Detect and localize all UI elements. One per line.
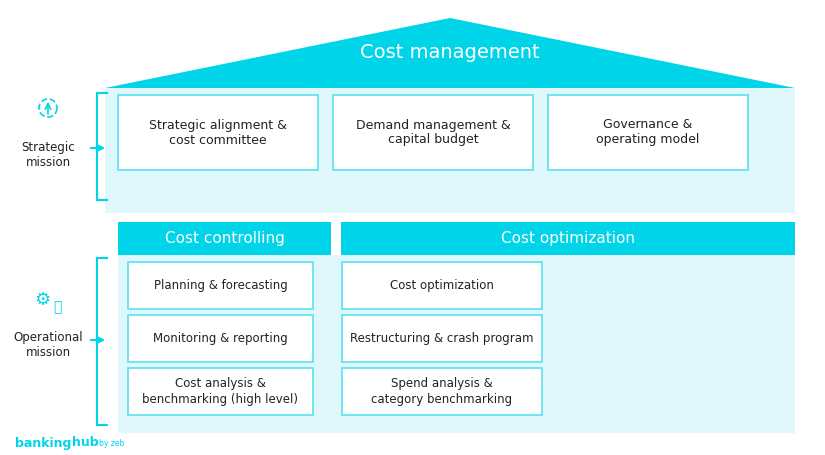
Text: banking: banking — [15, 436, 72, 450]
FancyBboxPatch shape — [105, 88, 795, 213]
Text: by zeb: by zeb — [99, 440, 125, 449]
Text: Operational
mission: Operational mission — [13, 331, 83, 359]
Text: Cost analysis &
benchmarking (high level): Cost analysis & benchmarking (high level… — [143, 378, 299, 405]
Text: Demand management &
capital budget: Demand management & capital budget — [356, 118, 511, 147]
FancyBboxPatch shape — [342, 368, 542, 415]
FancyBboxPatch shape — [128, 368, 313, 415]
FancyBboxPatch shape — [128, 262, 313, 309]
Text: Strategic alignment &
cost committee: Strategic alignment & cost committee — [149, 118, 287, 147]
Text: Strategic
mission: Strategic mission — [21, 141, 75, 169]
FancyBboxPatch shape — [118, 95, 318, 170]
Text: hub: hub — [72, 436, 99, 450]
Polygon shape — [105, 18, 795, 88]
FancyBboxPatch shape — [118, 255, 795, 433]
Text: Cost optimization: Cost optimization — [390, 279, 494, 292]
FancyBboxPatch shape — [341, 222, 795, 255]
Text: Spend analysis &
category benchmarking: Spend analysis & category benchmarking — [371, 378, 512, 405]
Text: Restructuring & crash program: Restructuring & crash program — [351, 332, 534, 345]
FancyBboxPatch shape — [548, 95, 748, 170]
Text: Cost management: Cost management — [361, 42, 540, 61]
Text: Governance &
operating model: Governance & operating model — [596, 118, 700, 147]
Text: 🔧: 🔧 — [53, 300, 61, 314]
Text: Monitoring & reporting: Monitoring & reporting — [153, 332, 288, 345]
FancyBboxPatch shape — [342, 262, 542, 309]
Text: Planning & forecasting: Planning & forecasting — [153, 279, 287, 292]
FancyBboxPatch shape — [118, 222, 331, 255]
Text: Cost optimization: Cost optimization — [501, 231, 635, 246]
Text: Cost controlling: Cost controlling — [164, 231, 285, 246]
FancyBboxPatch shape — [128, 315, 313, 362]
FancyBboxPatch shape — [342, 315, 542, 362]
FancyBboxPatch shape — [333, 95, 533, 170]
Text: ⚙: ⚙ — [34, 291, 50, 309]
